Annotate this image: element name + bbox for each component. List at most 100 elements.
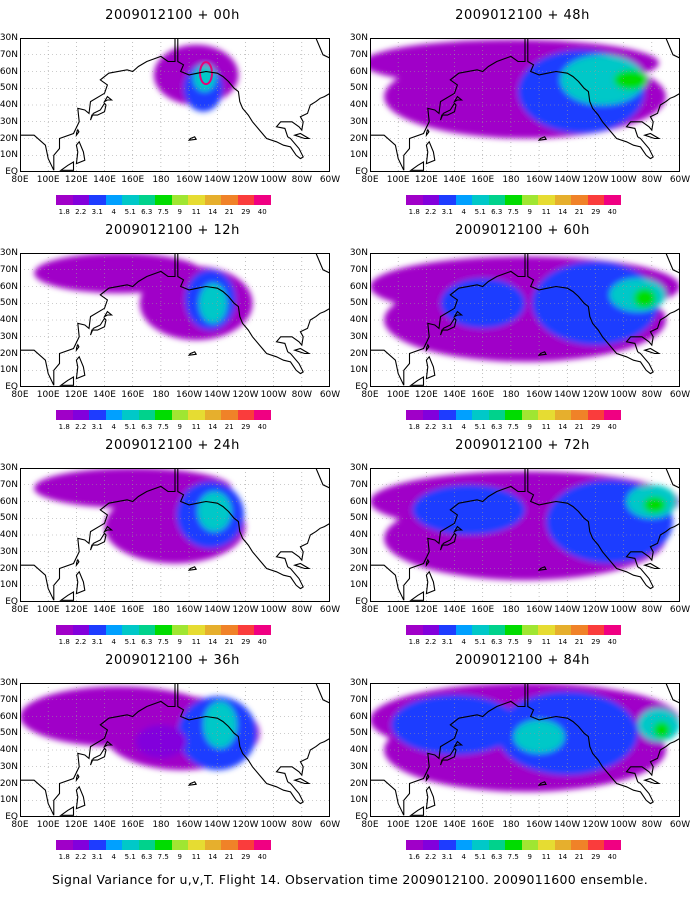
x-tick-label: 160E	[121, 175, 145, 185]
colorbar-swatch	[89, 410, 106, 420]
y-tick-label: 40N	[349, 100, 368, 110]
map-frame	[20, 468, 330, 602]
colorbar	[406, 195, 621, 205]
coastline	[177, 38, 330, 160]
colorbar-label: 29	[241, 423, 251, 431]
colorbar-swatch	[221, 195, 238, 205]
coastline	[537, 566, 547, 571]
colorbar-label: 21	[224, 208, 234, 216]
colorbar-swatch	[538, 840, 555, 850]
map-panel: 2009012100 + 72h 30N 70N 60N 50N 40N 30N 20N 10N…	[350, 430, 695, 650]
y-tick-label: EQ	[5, 167, 18, 177]
colorbar	[56, 840, 271, 850]
y-tick-label: 50N	[349, 513, 368, 524]
coastline	[453, 310, 464, 319]
y-tick-label: 60N	[349, 496, 368, 507]
coastline	[439, 102, 457, 121]
colorbar-swatch	[455, 625, 472, 635]
colorbar-label: 5.1	[474, 208, 486, 216]
x-tick-label: 180	[152, 390, 170, 400]
y-tick-label: 30N	[349, 463, 368, 473]
coastline	[177, 253, 330, 375]
colorbar-label: 9	[527, 208, 532, 216]
colorbar-label: 5.1	[124, 208, 136, 216]
x-tick-label: 120E	[414, 390, 438, 400]
x-tick-label: 180	[502, 820, 520, 830]
coastline	[425, 558, 430, 568]
colorbar-label: 11	[191, 208, 201, 216]
colorbar-label: 2.2	[75, 208, 87, 216]
x-tick-label: 140W	[554, 605, 581, 615]
coastline	[453, 95, 464, 104]
colorbar-label: 1.6	[408, 853, 420, 861]
colorbar-swatch	[505, 840, 522, 850]
coastline	[315, 468, 330, 489]
x-tick-label: 100E	[386, 820, 410, 830]
y-tick-label: 70N	[349, 264, 368, 275]
colorbar-swatch	[105, 625, 122, 635]
x-tick-label: 100E	[386, 390, 410, 400]
colorbar-label: 40	[257, 423, 267, 431]
colorbar-label: 11	[191, 423, 201, 431]
y-tick-label: 70N	[0, 264, 18, 275]
y-tick-label: 30N	[349, 331, 368, 342]
colorbar-swatch	[521, 195, 538, 205]
y-tick-label: 30N	[0, 33, 18, 43]
x-tick-label: 180	[152, 175, 170, 185]
colorbar-swatch	[439, 410, 456, 420]
coastline	[425, 785, 436, 810]
y-tick-label: 60N	[0, 281, 18, 292]
colorbar-swatch	[56, 625, 73, 635]
x-tick-label: 120W	[232, 175, 259, 185]
map-plot	[370, 468, 680, 602]
y-tick-label: EQ	[355, 167, 368, 177]
x-tick-label: 160E	[471, 390, 495, 400]
colorbar-swatch	[204, 625, 221, 635]
x-tick-label: 100W	[260, 605, 287, 615]
coastline	[59, 591, 75, 601]
variance-contour	[412, 484, 525, 535]
colorbar-label: 7.5	[157, 853, 169, 861]
colorbar-swatch	[554, 625, 571, 635]
x-tick-label: 100W	[610, 820, 637, 830]
map-plot	[370, 38, 680, 172]
colorbar-label: 4	[461, 208, 466, 216]
coastline	[665, 38, 680, 59]
x-tick-label: 80W	[641, 820, 662, 830]
colorbar-swatch	[406, 625, 423, 635]
colorbar-label: 7.5	[157, 208, 169, 216]
x-tick-label: 140W	[554, 820, 581, 830]
colorbar-swatch	[237, 840, 254, 850]
map-plot	[370, 683, 680, 817]
colorbar-label: 14	[558, 638, 568, 646]
colorbar-swatch	[538, 410, 555, 420]
colorbar-swatch	[72, 195, 89, 205]
x-tick-label: 160E	[471, 175, 495, 185]
map-plot	[20, 683, 330, 817]
panel-title: 2009012100 + 84h	[455, 653, 590, 668]
colorbar-swatch	[188, 840, 205, 850]
colorbar-swatch	[554, 195, 571, 205]
colorbar-label: 21	[574, 208, 584, 216]
y-tick-label: EQ	[5, 812, 18, 822]
colorbar-swatch	[105, 840, 122, 850]
colorbar-swatch	[138, 195, 155, 205]
y-tick-label: EQ	[5, 597, 18, 607]
colorbar-label: 40	[607, 208, 617, 216]
colorbar-swatch	[105, 195, 122, 205]
coastline	[103, 525, 114, 534]
colorbar-label: 3.1	[91, 853, 103, 861]
colorbar-label: 40	[607, 638, 617, 646]
y-tick-label: 40N	[349, 530, 368, 540]
colorbar-swatch	[455, 410, 472, 420]
colorbar-label: 6.3	[141, 423, 153, 431]
x-tick-label: 120W	[232, 820, 259, 830]
colorbar	[406, 840, 621, 850]
map-frame	[20, 38, 330, 172]
y-tick-label: EQ	[5, 382, 18, 392]
colorbar-swatch	[472, 625, 489, 635]
colorbar-label: 40	[257, 208, 267, 216]
colorbar-label: 9	[527, 423, 532, 431]
x-tick-label: 160W	[176, 605, 203, 615]
y-tick-label: 20N	[349, 133, 368, 144]
